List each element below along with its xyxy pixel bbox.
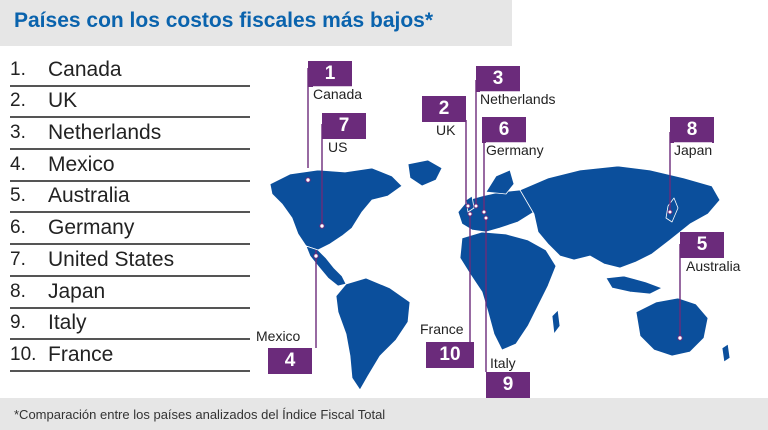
marker-netherlands: 3 [476,66,520,92]
rank-country: United States [48,247,175,271]
location-dot-italy [483,215,489,221]
rank-number: 2. [10,90,26,112]
marker-label-netherlands: Netherlands [480,91,556,107]
footnote-text: *Comparación entre los países analizados… [14,407,386,422]
marker-mexico: 4 [268,348,312,374]
marker-label-germany: Germany [486,142,544,158]
rank-number: 1. [10,58,26,80]
rank-country: France [48,342,114,366]
marker-label-japan: Japan [674,142,713,158]
list-item: 2. UK [10,87,250,119]
madagascar-landmass [551,309,561,335]
rank-number: 7. [10,248,26,270]
rank-country: Italy [48,311,87,335]
marker-label-canada: Canada [313,86,363,102]
list-item: 5. Australia [10,182,250,214]
rank-country: Netherlands [48,121,162,145]
rank-number: 9. [10,312,26,334]
list-item: 7. United States [10,245,250,277]
marker-uk: 2 [422,96,466,122]
rank-country: Germany [48,216,135,240]
new-zealand-landmass [721,343,731,363]
location-dot-germany [481,209,487,215]
page-title: Países con los costos fiscales más bajos… [14,9,434,32]
marker-label-uk: UK [436,122,456,138]
marker-italy: 9 [486,372,530,398]
south-america-landmass [335,277,411,391]
rank-number: 6. [10,217,26,239]
marker-label-australia: Australia [686,258,741,274]
location-dot-australia [677,335,683,341]
rank-number: 10. [10,343,37,365]
location-dot-mexico [313,253,319,259]
rank-country: Japan [48,279,106,303]
location-dot-france [467,211,473,217]
marker-label-france: France [420,321,464,337]
rank-country: Canada [48,57,122,81]
rank-country: UK [48,89,78,113]
rank-country: Mexico [48,152,115,176]
world-map: 1 Canada 7 US 2 UK 3 Netherlands 6 Germa… [256,61,741,398]
list-item: 8. Japan [10,277,250,309]
marker-japan: 8 [670,117,714,143]
list-item: 6. Germany [10,213,250,246]
australia-landmass [635,297,709,357]
marker-label-mexico: Mexico [256,328,301,344]
marker-france: 10 [426,342,474,368]
marker-australia: 5 [680,232,724,258]
marker-label-us: US [328,139,348,155]
rank-number: 5. [10,185,26,207]
ranking-list: 1. Canada 2. UK 3. Netherlands 4. Mexico 5. A… [10,55,250,372]
location-dot-us [319,223,325,229]
footnote-bar: *Comparación entre los países analizados… [0,398,768,430]
list-item: 9. Italy [10,309,250,341]
greenland-landmass [407,159,443,187]
marker-label-italy: Italy [490,355,516,371]
world-map-graphic [269,68,731,391]
north-america-landmass [269,167,403,251]
location-dot-uk [465,203,471,209]
list-item: 4. Mexico [10,150,250,182]
japan-landmass [665,197,679,223]
location-dot-netherlands [473,203,479,209]
scandinavia-landmass [485,169,515,195]
rank-number: 3. [10,122,26,144]
rank-number: 4. [10,153,26,175]
rank-country: Australia [48,184,130,208]
marker-canada: 1 [308,61,352,87]
marker-us: 7 [322,113,366,139]
list-item: 1. Canada [10,55,250,87]
africa-landmass [459,231,557,351]
title-bar: Países con los costos fiscales más bajos… [0,0,512,46]
location-dot-canada [305,177,311,183]
list-item: 3. Netherlands [10,118,250,151]
list-item: 10. France [10,340,250,372]
marker-germany: 6 [482,117,526,143]
location-dot-japan [667,209,673,215]
indonesia-landmass [605,275,663,295]
rank-number: 8. [10,280,26,302]
central-america-landmass [305,245,347,287]
